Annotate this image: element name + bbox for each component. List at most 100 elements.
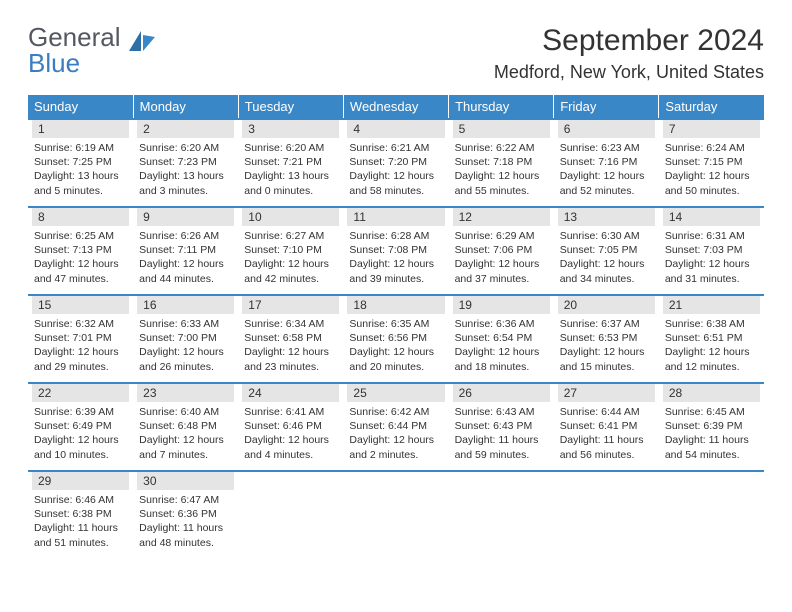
sunrise-text: Sunrise: 6:25 AM <box>32 229 129 243</box>
daylight-text: and 10 minutes. <box>32 448 129 462</box>
sunset-text: Sunset: 7:16 PM <box>558 155 655 169</box>
daylight-text: Daylight: 12 hours <box>453 257 550 271</box>
daylight-text: Daylight: 11 hours <box>453 433 550 447</box>
calendar-table: SundayMondayTuesdayWednesdayThursdayFrid… <box>28 95 764 559</box>
sunset-text: Sunset: 7:23 PM <box>137 155 234 169</box>
sunrise-text: Sunrise: 6:47 AM <box>137 493 234 507</box>
daylight-text: and 52 minutes. <box>558 184 655 198</box>
day-number: 5 <box>453 120 550 138</box>
daylight-text: and 2 minutes. <box>347 448 444 462</box>
daylight-text: and 54 minutes. <box>663 448 760 462</box>
calendar-day-cell: 15Sunrise: 6:32 AMSunset: 7:01 PMDayligh… <box>28 295 133 383</box>
day-number: 27 <box>558 384 655 402</box>
sunrise-text: Sunrise: 6:27 AM <box>242 229 339 243</box>
daylight-text: and 59 minutes. <box>453 448 550 462</box>
sunset-text: Sunset: 6:46 PM <box>242 419 339 433</box>
day-number: 3 <box>242 120 339 138</box>
sunset-text: Sunset: 7:25 PM <box>32 155 129 169</box>
calendar-day-cell: 3Sunrise: 6:20 AMSunset: 7:21 PMDaylight… <box>238 119 343 207</box>
sunset-text: Sunset: 7:15 PM <box>663 155 760 169</box>
calendar-day-cell: 26 Sunrise: 6:43 AMSunset: 6:43 PMDayligh… <box>449 383 554 471</box>
calendar-day-cell: 6Sunrise: 6:23 AMSunset: 7:16 PMDaylight… <box>554 119 659 207</box>
sunrise-text: Sunrise: 6:32 AM <box>32 317 129 331</box>
sunrise-text: Sunrise: 6:19 AM <box>32 141 129 155</box>
sunset-text: Sunset: 6:43 PM <box>453 419 550 433</box>
sunset-text: Sunset: 7:21 PM <box>242 155 339 169</box>
sunset-text: Sunset: 7:00 PM <box>137 331 234 345</box>
day-number: 1 <box>32 120 129 138</box>
daylight-text: and 39 minutes. <box>347 272 444 286</box>
daylight-text: Daylight: 13 hours <box>242 169 339 183</box>
sunset-text: Sunset: 6:39 PM <box>663 419 760 433</box>
daylight-text: Daylight: 12 hours <box>347 433 444 447</box>
daylight-text: Daylight: 12 hours <box>347 257 444 271</box>
sunrise-text: Sunrise: 6:35 AM <box>347 317 444 331</box>
daylight-text: and 29 minutes. <box>32 360 129 374</box>
sunset-text: Sunset: 7:13 PM <box>32 243 129 257</box>
calendar-day-cell: 13Sunrise: 6:30 AMSunset: 7:05 PMDayligh… <box>554 207 659 295</box>
calendar-week-row: 22Sunrise: 6:39 AMSunset: 6:49 PMDayligh… <box>28 383 764 471</box>
sunset-text: Sunset: 7:11 PM <box>137 243 234 257</box>
sunrise-text: Sunrise: 6:34 AM <box>242 317 339 331</box>
daylight-text: and 3 minutes. <box>137 184 234 198</box>
day-number: 18 <box>347 296 444 314</box>
weekday-header: Saturday <box>659 95 764 119</box>
daylight-text: and 20 minutes. <box>347 360 444 374</box>
day-number: 13 <box>558 208 655 226</box>
daylight-text: and 37 minutes. <box>453 272 550 286</box>
daylight-text: Daylight: 12 hours <box>137 433 234 447</box>
sunrise-text: Sunrise: 6:37 AM <box>558 317 655 331</box>
calendar-empty-cell <box>449 471 554 559</box>
weekday-header: Monday <box>133 95 238 119</box>
calendar-day-cell: 29Sunrise: 6:46 AMSunset: 6:38 PMDayligh… <box>28 471 133 559</box>
daylight-text: and 15 minutes. <box>558 360 655 374</box>
sunrise-text: Sunrise: 6:30 AM <box>558 229 655 243</box>
day-number: 23 <box>137 384 234 402</box>
calendar-day-cell: 23Sunrise: 6:40 AMSunset: 6:48 PMDayligh… <box>133 383 238 471</box>
sunrise-text: Sunrise: 6:42 AM <box>347 405 444 419</box>
sunrise-text: Sunrise: 6:44 AM <box>558 405 655 419</box>
daylight-text: Daylight: 11 hours <box>663 433 760 447</box>
sunrise-text: Sunrise: 6:24 AM <box>663 141 760 155</box>
daylight-text: Daylight: 12 hours <box>32 345 129 359</box>
sunset-text: Sunset: 6:51 PM <box>663 331 760 345</box>
day-number: 7 <box>663 120 760 138</box>
daylight-text: and 51 minutes. <box>32 536 129 550</box>
sunrise-text: Sunrise: 6:26 AM <box>137 229 234 243</box>
calendar-day-cell: 8Sunrise: 6:25 AMSunset: 7:13 PMDaylight… <box>28 207 133 295</box>
daylight-text: Daylight: 12 hours <box>453 169 550 183</box>
brand-logo: General Blue <box>28 24 157 76</box>
sunset-text: Sunset: 7:10 PM <box>242 243 339 257</box>
daylight-text: and 44 minutes. <box>137 272 234 286</box>
daylight-text: and 56 minutes. <box>558 448 655 462</box>
daylight-text: Daylight: 12 hours <box>558 169 655 183</box>
sunset-text: Sunset: 7:03 PM <box>663 243 760 257</box>
daylight-text: Daylight: 12 hours <box>558 257 655 271</box>
header: General Blue September 2024 Medford, New… <box>28 24 764 83</box>
calendar-day-cell: 24Sunrise: 6:41 AMSunset: 6:46 PMDayligh… <box>238 383 343 471</box>
day-number: 26 <box>453 384 550 402</box>
day-number: 28 <box>663 384 760 402</box>
daylight-text: Daylight: 12 hours <box>663 257 760 271</box>
daylight-text: and 26 minutes. <box>137 360 234 374</box>
sunrise-text: Sunrise: 6:43 AM <box>453 405 550 419</box>
daylight-text: and 5 minutes. <box>32 184 129 198</box>
daylight-text: Daylight: 12 hours <box>347 169 444 183</box>
daylight-text: and 50 minutes. <box>663 184 760 198</box>
day-number: 12 <box>453 208 550 226</box>
sunrise-text: Sunrise: 6:29 AM <box>453 229 550 243</box>
daylight-text: Daylight: 11 hours <box>32 521 129 535</box>
brand-word-2: Blue <box>28 48 80 78</box>
sunrise-text: Sunrise: 6:41 AM <box>242 405 339 419</box>
calendar-day-cell: 14Sunrise: 6:31 AMSunset: 7:03 PMDayligh… <box>659 207 764 295</box>
daylight-text: Daylight: 12 hours <box>137 257 234 271</box>
calendar-day-cell: 18Sunrise: 6:35 AMSunset: 6:56 PMDayligh… <box>343 295 448 383</box>
calendar-day-cell: 21Sunrise: 6:38 AMSunset: 6:51 PMDayligh… <box>659 295 764 383</box>
day-number: 19 <box>453 296 550 314</box>
calendar-day-cell: 12Sunrise: 6:29 AMSunset: 7:06 PMDayligh… <box>449 207 554 295</box>
weekday-header: Sunday <box>28 95 133 119</box>
day-number: 24 <box>242 384 339 402</box>
day-number: 17 <box>242 296 339 314</box>
calendar-day-cell: 22Sunrise: 6:39 AMSunset: 6:49 PMDayligh… <box>28 383 133 471</box>
daylight-text: and 0 minutes. <box>242 184 339 198</box>
